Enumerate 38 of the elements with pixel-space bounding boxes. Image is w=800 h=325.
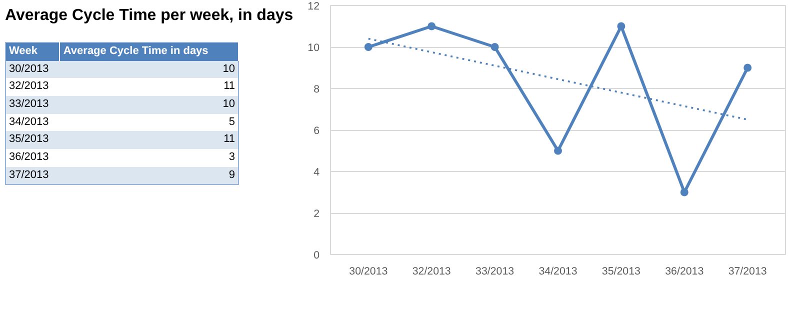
text: 33/2013	[8, 96, 50, 112]
text: 3	[228, 150, 236, 166]
text: Average Cycle Time per week, in days	[5, 6, 294, 26]
point	[490, 43, 499, 51]
x-tick-label: 34/2013	[538, 266, 578, 278]
point	[680, 188, 688, 196]
point	[554, 146, 562, 155]
text: 30/2013	[8, 62, 50, 77]
x-tick-label: 37/2013	[728, 266, 767, 278]
y-tick-label: 4	[314, 166, 320, 178]
y-tick-label: 12	[308, 0, 320, 12]
text: 10	[222, 62, 236, 77]
x-tick-label: 30/2013	[349, 266, 388, 278]
text: 36/2013	[8, 150, 50, 166]
y-tick-label: 0	[314, 250, 320, 262]
text: 34/2013	[8, 114, 50, 130]
y-tick-label: 2	[314, 208, 320, 220]
text: 32/2013	[8, 79, 50, 94]
point	[364, 43, 372, 51]
text: 11	[222, 79, 236, 94]
text: Week	[6, 42, 60, 61]
text: 10	[222, 96, 236, 112]
point	[744, 64, 752, 72]
text: 5	[228, 114, 236, 130]
x-tick-label: 36/2013	[665, 266, 704, 278]
x-tick-label: 32/2013	[412, 266, 451, 278]
point	[617, 22, 626, 30]
text: 11	[222, 132, 236, 148]
text: 35/2013	[8, 132, 50, 148]
text: 37/2013	[8, 168, 50, 183]
y-tick-label: 6	[314, 125, 320, 137]
y-tick-label: 10	[308, 42, 320, 54]
text: Average Cycle Time in days	[60, 42, 238, 61]
x-tick-label: 33/2013	[476, 266, 514, 278]
point	[428, 22, 436, 30]
y-tick-label: 8	[314, 84, 320, 96]
text: 9	[228, 168, 236, 183]
x-tick-label: 35/2013	[602, 266, 641, 278]
